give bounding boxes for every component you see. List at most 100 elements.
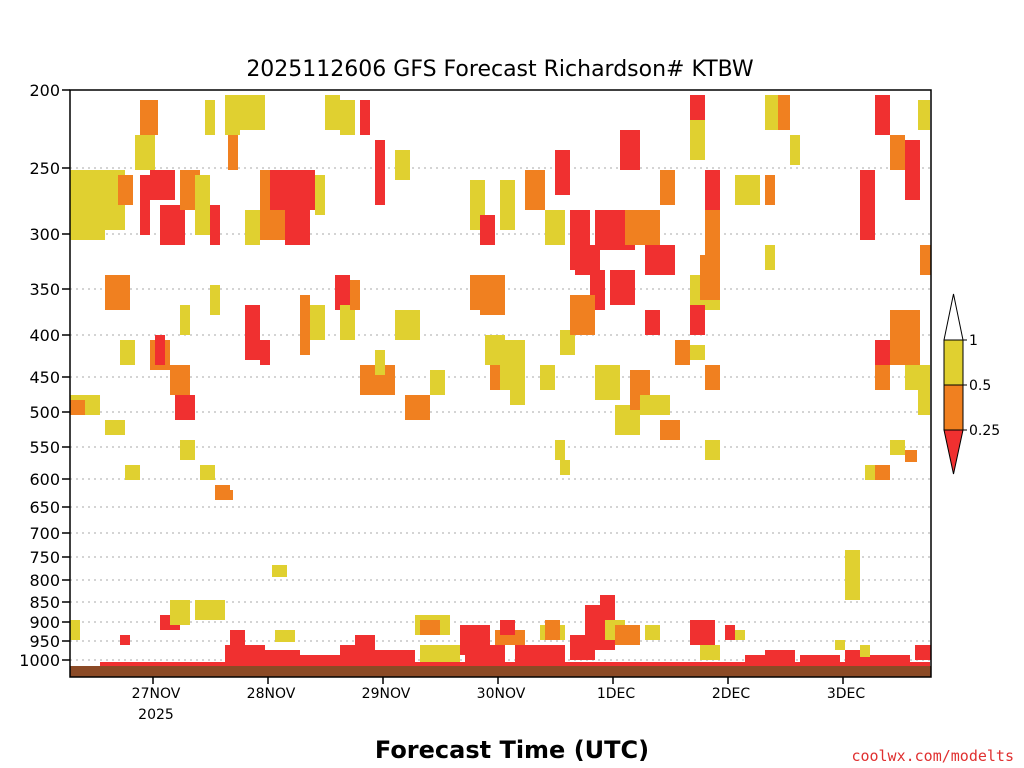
x-tick-label: 27NOV [132,686,181,702]
richardson-cell [875,465,890,480]
richardson-cell [70,400,85,415]
colorbar-label: 0.25 [969,423,1000,439]
richardson-cell [500,620,515,635]
richardson-cell [245,305,260,360]
richardson-cell [240,95,265,130]
richardson-cell [225,645,265,663]
richardson-cell [335,275,350,310]
richardson-cell [595,365,620,400]
y-tick-label: 650 [29,498,60,517]
richardson-cell [70,170,105,240]
y-tick-label: 700 [29,524,60,543]
x-tick-label: 30NOV [477,686,526,702]
richardson-cell [765,175,775,205]
richardson-cell [310,305,325,340]
richardson-cell [260,650,300,664]
richardson-cell [300,655,340,665]
richardson-cell [150,170,175,200]
richardson-cell [540,365,555,390]
richardson-cell [395,150,410,180]
richardson-cell [875,365,890,390]
richardson-cell [325,95,340,130]
richardson-cell [705,365,720,390]
richardson-cell [555,440,565,460]
richardson-cell [180,440,195,460]
y-tick-label: 600 [29,470,60,489]
richardson-cell [230,630,245,645]
colorbar-yellow-band [943,339,964,386]
richardson-cell [155,335,165,365]
y-tick-label: 850 [29,593,60,612]
richardson-cell [875,340,890,365]
richardson-cell [272,565,287,577]
y-tick-label: 200 [29,81,60,100]
richardson-cell [705,440,720,460]
richardson-cell [375,350,385,375]
richardson-cell [210,205,220,245]
richardson-cell [778,95,790,130]
richardson-cell [545,620,560,640]
richardson-cell [660,420,680,440]
chart-title: 2025112606 GFS Forecast Richardson# KTBW [246,57,754,82]
colorbar-label: 1 [969,333,978,349]
x-tick-label: 2DEC [712,686,751,702]
richardson-cell [195,175,210,235]
richardson-cell [920,245,931,275]
richardson-cell [160,205,185,245]
richardson-cell [225,490,233,500]
colorbar: 1 0.5 0.25 [943,293,1000,475]
richardson-cell [610,270,635,305]
y-tick-label: 950 [29,632,60,651]
richardson-cell [260,340,270,365]
richardson-cell [210,285,220,315]
richardson-cell [340,305,355,340]
credit-text: coolwx.com/modelts [851,747,1014,765]
y-tick-label: 250 [29,159,60,178]
x-tick-sublabel: 2025 [138,707,174,723]
richardson-cell [405,395,430,420]
richardson-cell [155,663,245,665]
richardson-cell [790,135,800,165]
plot-frame [69,89,932,678]
richardson-cell [510,380,525,405]
richardson-cell [765,245,775,270]
richardson-cell [105,420,125,435]
richardson-cell [135,135,155,170]
richardson-cell [860,645,870,657]
richardson-cell [500,180,515,230]
y-tick-label: 900 [29,613,60,632]
x-tick-label: 29NOV [362,686,411,702]
richardson-cell [275,630,295,642]
richardson-cell [545,210,565,245]
richardson-cell [480,290,505,315]
richardson-cell [705,170,720,210]
richardson-cell [270,170,315,210]
y-tick-label: 500 [29,403,60,422]
richardson-cell [845,550,860,600]
richardson-cell [105,275,130,310]
richardson-cell [690,305,705,335]
y-tick-label: 400 [29,326,60,345]
richardson-cell [480,215,495,245]
richardson-cell [195,600,225,620]
richardson-cell [375,650,415,664]
richardson-cell [645,245,675,275]
richardson-cell [890,135,905,170]
richardson-cell [870,655,910,665]
richardson-cell [360,100,370,135]
richardson-cell [570,295,595,335]
richardson-cell [420,620,440,635]
richardson-cell [890,440,905,455]
richardson-cell [700,255,720,300]
richardson-cell [420,645,460,663]
x-tick-label: 3DEC [827,686,866,702]
y-tick-label: 350 [29,280,60,299]
richardson-cell [125,465,140,480]
richardson-cell [555,150,570,195]
richardson-cell [905,140,920,200]
grid-lines [70,167,931,661]
richardson-cell [340,100,355,135]
richardson-cell [225,95,240,135]
colorbar-top-triangle [943,293,964,341]
